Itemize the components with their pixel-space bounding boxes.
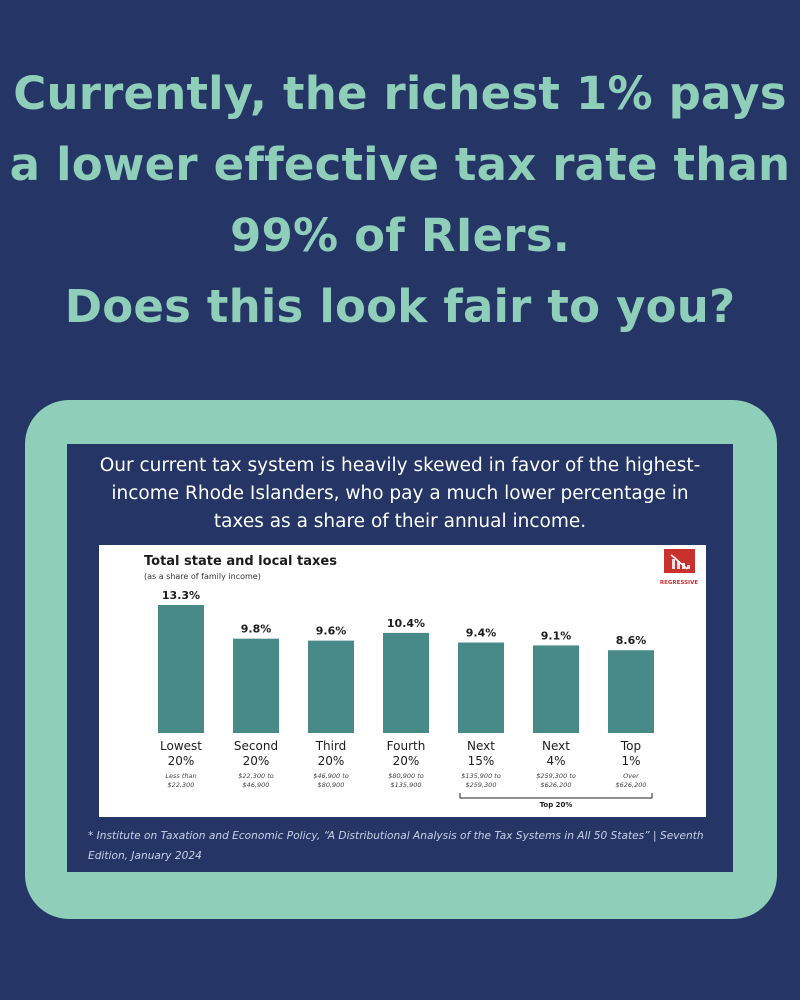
bar-value-label: 9.8% [241, 623, 272, 636]
intro-line-3: taxes as a share of their annual income. [213, 511, 587, 532]
footnote-line-1: * Institute on Taxation and Economic Pol… [88, 830, 704, 842]
badge-label: REGRESSIVE [660, 580, 698, 586]
bar [158, 605, 204, 733]
category-label: 1% [621, 754, 640, 768]
income-range-label: $135,900 [390, 781, 421, 789]
source-footnote: * Institute on Taxation and Economic Pol… [88, 826, 728, 866]
income-range-label: $626,200 [540, 781, 571, 789]
bar [383, 632, 429, 733]
intro-line-1: Our current tax system is heavily skewed… [99, 455, 701, 476]
income-range-label: $135,900 to [461, 772, 501, 780]
income-range-label: $22,300 [168, 781, 195, 789]
income-range-label: $80,900 to [388, 772, 423, 780]
bar [233, 638, 279, 733]
category-label: 20% [318, 754, 345, 768]
headline-line-1: Currently, the richest 1% pays [13, 67, 787, 120]
bar-value-label: 9.4% [466, 627, 497, 640]
category-label: Lowest [160, 739, 202, 753]
income-range-label: Over [623, 772, 640, 780]
income-range-label: $46,900 to [313, 772, 348, 780]
category-label: 15% [468, 754, 495, 768]
regressive-bar-icon [677, 561, 680, 569]
bar-value-label: 8.6% [616, 634, 647, 647]
chart-title: Total state and local taxes [144, 554, 337, 569]
bar-value-label: 9.1% [541, 629, 572, 642]
tax-bar-chart: Total state and local taxes (as a share o… [144, 549, 698, 809]
top-20-bracket [459, 793, 653, 799]
category-label: Third [315, 739, 347, 753]
chart-card: Total state and local taxes (as a share o… [99, 545, 706, 817]
top-20-label: Top 20% [540, 801, 573, 809]
regressive-bar-icon [682, 563, 685, 569]
bar [308, 640, 354, 733]
income-range-label: Less than [165, 772, 196, 780]
category-label: Next [542, 739, 570, 753]
footnote-line-2: Edition, January 2024 [88, 850, 202, 862]
regressive-bar-icon [672, 559, 675, 569]
intro-text: Our current tax system is heavily skewed… [75, 452, 725, 536]
bar-value-label: 13.3% [162, 589, 200, 602]
intro-line-2: income Rhode Islanders, who pay a much l… [111, 483, 689, 504]
income-range-label: $259,300 [465, 781, 496, 789]
category-label: 20% [243, 754, 270, 768]
headline: Currently, the richest 1% pays a lower e… [0, 58, 800, 342]
income-range-label: $259,300 to [536, 772, 576, 780]
bar-value-label: 9.6% [316, 625, 347, 638]
category-label: Fourth [387, 739, 426, 753]
headline-line-3: 99% of RIers. [229, 209, 571, 262]
headline-line-2: a lower effective tax rate than [9, 138, 791, 191]
chart-subtitle: (as a share of family income) [144, 572, 261, 581]
bar [458, 642, 504, 733]
category-label: Top [620, 739, 641, 753]
category-label: Second [234, 739, 278, 753]
bar [608, 650, 654, 733]
category-label: 20% [168, 754, 195, 768]
bar [533, 645, 579, 733]
category-label: Next [467, 739, 495, 753]
regressive-bar-icon [687, 565, 690, 569]
category-label: 20% [393, 754, 420, 768]
bar-value-label: 10.4% [387, 617, 425, 630]
income-range-label: $46,900 [243, 781, 270, 789]
income-range-label: $22,300 to [238, 772, 273, 780]
headline-line-4: Does this look fair to you? [64, 280, 736, 333]
category-label: 4% [546, 754, 565, 768]
income-range-label: $80,900 [318, 781, 345, 789]
income-range-label: $626,200 [615, 781, 646, 789]
